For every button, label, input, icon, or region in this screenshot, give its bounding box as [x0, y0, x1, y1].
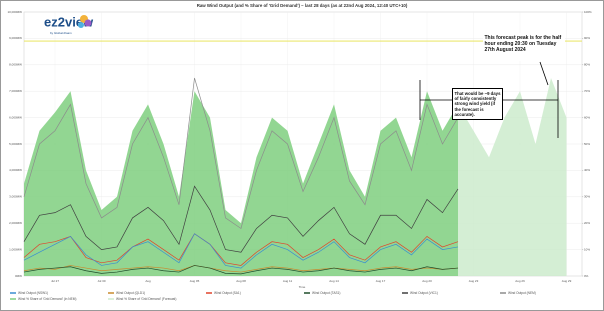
- y2-tick-label: 70%: [584, 89, 590, 93]
- y-tick-label: 8,000MW: [9, 63, 22, 67]
- line: [23, 265, 459, 273]
- annotation-box: This forecast peak is for the half hour …: [483, 33, 565, 61]
- area: [24, 91, 458, 276]
- line: [23, 233, 459, 266]
- annotation-box: That would be ~9 days of fairly consiste…: [452, 88, 503, 120]
- chart-title: Raw Wind Output (and % Share of 'Grid De…: [197, 3, 408, 8]
- x-tick-label: Aug 14: [329, 279, 339, 283]
- area: [458, 78, 567, 276]
- y-tick-label: 2,000MW: [9, 221, 22, 225]
- legend-label: Wind Output (NEM): [508, 291, 536, 295]
- y2-tick-label: 30%: [584, 195, 590, 199]
- y-tick-label: 5,000MW: [9, 142, 22, 146]
- x-tick-label: Aug 05: [190, 279, 200, 283]
- logo-dot: [78, 22, 84, 28]
- x-tick-label: Aug 20: [422, 279, 432, 283]
- legend-label: Wind Output (VIC1): [410, 291, 438, 295]
- annotation: That would be ~9 days of fairly consiste…: [452, 88, 503, 120]
- annotation: This forecast peak is for the half hour …: [483, 33, 565, 61]
- logo-subtitle: by Global-Roam: [50, 31, 72, 35]
- y2-tick-label: 50%: [584, 142, 590, 146]
- legend-label: Wind % Share of 'Grid Demand' (in NEM): [18, 297, 76, 301]
- x-tick-label: Aug 23: [469, 279, 479, 283]
- line: [23, 265, 459, 275]
- x-tick-label: Aug: [145, 279, 151, 283]
- y-tick-label: 6,000MW: [9, 115, 22, 119]
- y-tick-label: 1,000MW: [9, 247, 22, 251]
- y-tick-label: 7,000MW: [9, 89, 22, 93]
- legend-label: Wind Output (SA1): [214, 291, 241, 295]
- line: [23, 77, 459, 230]
- line: [23, 185, 459, 253]
- x-tick-label: Aug 08: [236, 279, 246, 283]
- y-tick-label: 0MW: [15, 274, 22, 278]
- x-tick-label: Jul 27: [51, 279, 59, 283]
- x-tick-label: Aug 17: [376, 279, 386, 283]
- legend-label: Wind Output (TAS1): [312, 291, 340, 295]
- x-tick-label: Aug 29: [562, 279, 572, 283]
- x-tick-label: Jul 30: [97, 279, 105, 283]
- y2-tick-label: 20%: [584, 221, 590, 225]
- logo-dot: [84, 19, 92, 27]
- x-tick-label: Aug 26: [515, 279, 525, 283]
- x-axis-label: Time: [299, 285, 306, 289]
- line: [23, 233, 459, 269]
- y2-tick-label: 10%: [584, 247, 590, 251]
- y2-tick-label: 0%: [584, 274, 589, 278]
- legend-label: Wind Output (NSW1): [18, 291, 48, 295]
- y2-tick-label: 90%: [584, 36, 590, 40]
- y-tick-label: 3,000MW: [9, 195, 22, 199]
- y-tick-label: 10,000MW: [7, 10, 22, 14]
- legend-label: Wind Output (QLD1): [116, 291, 145, 295]
- y2-tick-label: 40%: [584, 168, 590, 172]
- y-tick-label: 9,000MW: [9, 36, 22, 40]
- y2-tick-label: 60%: [584, 115, 590, 119]
- y-tick-label: 4,000MW: [9, 168, 22, 172]
- x-tick-label: Aug 11: [283, 279, 293, 283]
- legend-label: Wind % Share of 'Grid Demand' (Forecast): [116, 297, 176, 301]
- y2-tick-label: 80%: [584, 63, 590, 67]
- y2-tick-label: 100%: [584, 10, 592, 14]
- bracket: [419, 61, 559, 138]
